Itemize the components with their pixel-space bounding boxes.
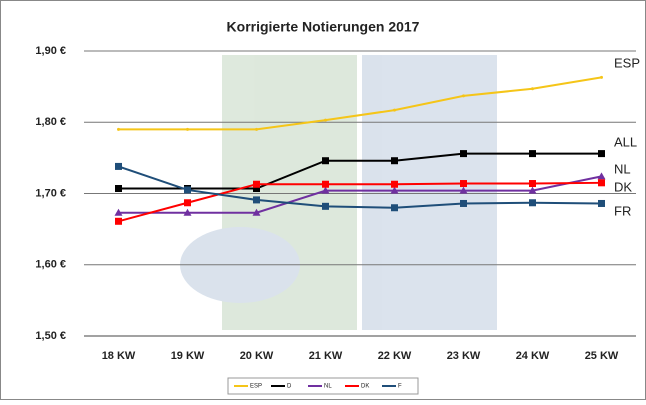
point <box>184 186 191 193</box>
x-tick-label: 19 KW <box>171 350 205 362</box>
point <box>391 181 398 188</box>
point <box>460 180 467 187</box>
x-tick-label: 25 KW <box>585 350 619 362</box>
point <box>253 181 260 188</box>
point <box>184 199 191 206</box>
point <box>460 200 467 207</box>
legend-label: DK <box>361 384 369 390</box>
point <box>391 204 398 211</box>
point <box>393 109 396 112</box>
point <box>322 157 329 164</box>
legend-label: NL <box>324 384 332 390</box>
point <box>598 200 605 207</box>
point <box>600 76 603 79</box>
end-label: ALL <box>614 134 637 149</box>
x-tick-label: 23 KW <box>447 350 481 362</box>
end-label: NL <box>614 161 631 176</box>
point <box>462 94 465 97</box>
y-tick-label: 1,80 € <box>35 116 66 128</box>
point <box>529 180 536 187</box>
point <box>322 181 329 188</box>
point <box>117 128 120 131</box>
end-label: FR <box>614 203 631 218</box>
x-tick-label: 18 KW <box>102 350 136 362</box>
point <box>324 119 327 122</box>
x-tick-label: 22 KW <box>378 350 412 362</box>
chart-title: Korrigierte Notierungen 2017 <box>227 19 420 35</box>
point <box>253 196 260 203</box>
y-tick-label: 1,70 € <box>35 187 66 199</box>
point <box>255 128 258 131</box>
x-tick-label: 20 KW <box>240 350 274 362</box>
watermark-block <box>362 55 497 330</box>
y-tick-label: 1,90 € <box>35 45 66 57</box>
point <box>531 87 534 90</box>
point <box>529 150 536 157</box>
y-tick-label: 1,50 € <box>35 330 66 342</box>
point <box>391 157 398 164</box>
point <box>598 150 605 157</box>
x-tick-label: 24 KW <box>516 350 550 362</box>
legend-label: ESP <box>250 384 262 390</box>
point <box>529 199 536 206</box>
y-tick-label: 1,60 € <box>35 259 66 271</box>
point <box>115 163 122 170</box>
x-tick-label: 21 KW <box>309 350 343 362</box>
point <box>460 150 467 157</box>
point <box>322 203 329 210</box>
legend-label: F <box>398 384 402 390</box>
end-label: ESP <box>614 55 640 70</box>
end-label: DK <box>614 179 632 194</box>
chart: Korrigierte Notierungen 2017 1,50 € 1,60 … <box>0 0 646 400</box>
point <box>115 218 122 225</box>
point <box>186 128 189 131</box>
legend-label: D <box>287 384 292 390</box>
point <box>115 185 122 192</box>
point <box>598 179 605 186</box>
